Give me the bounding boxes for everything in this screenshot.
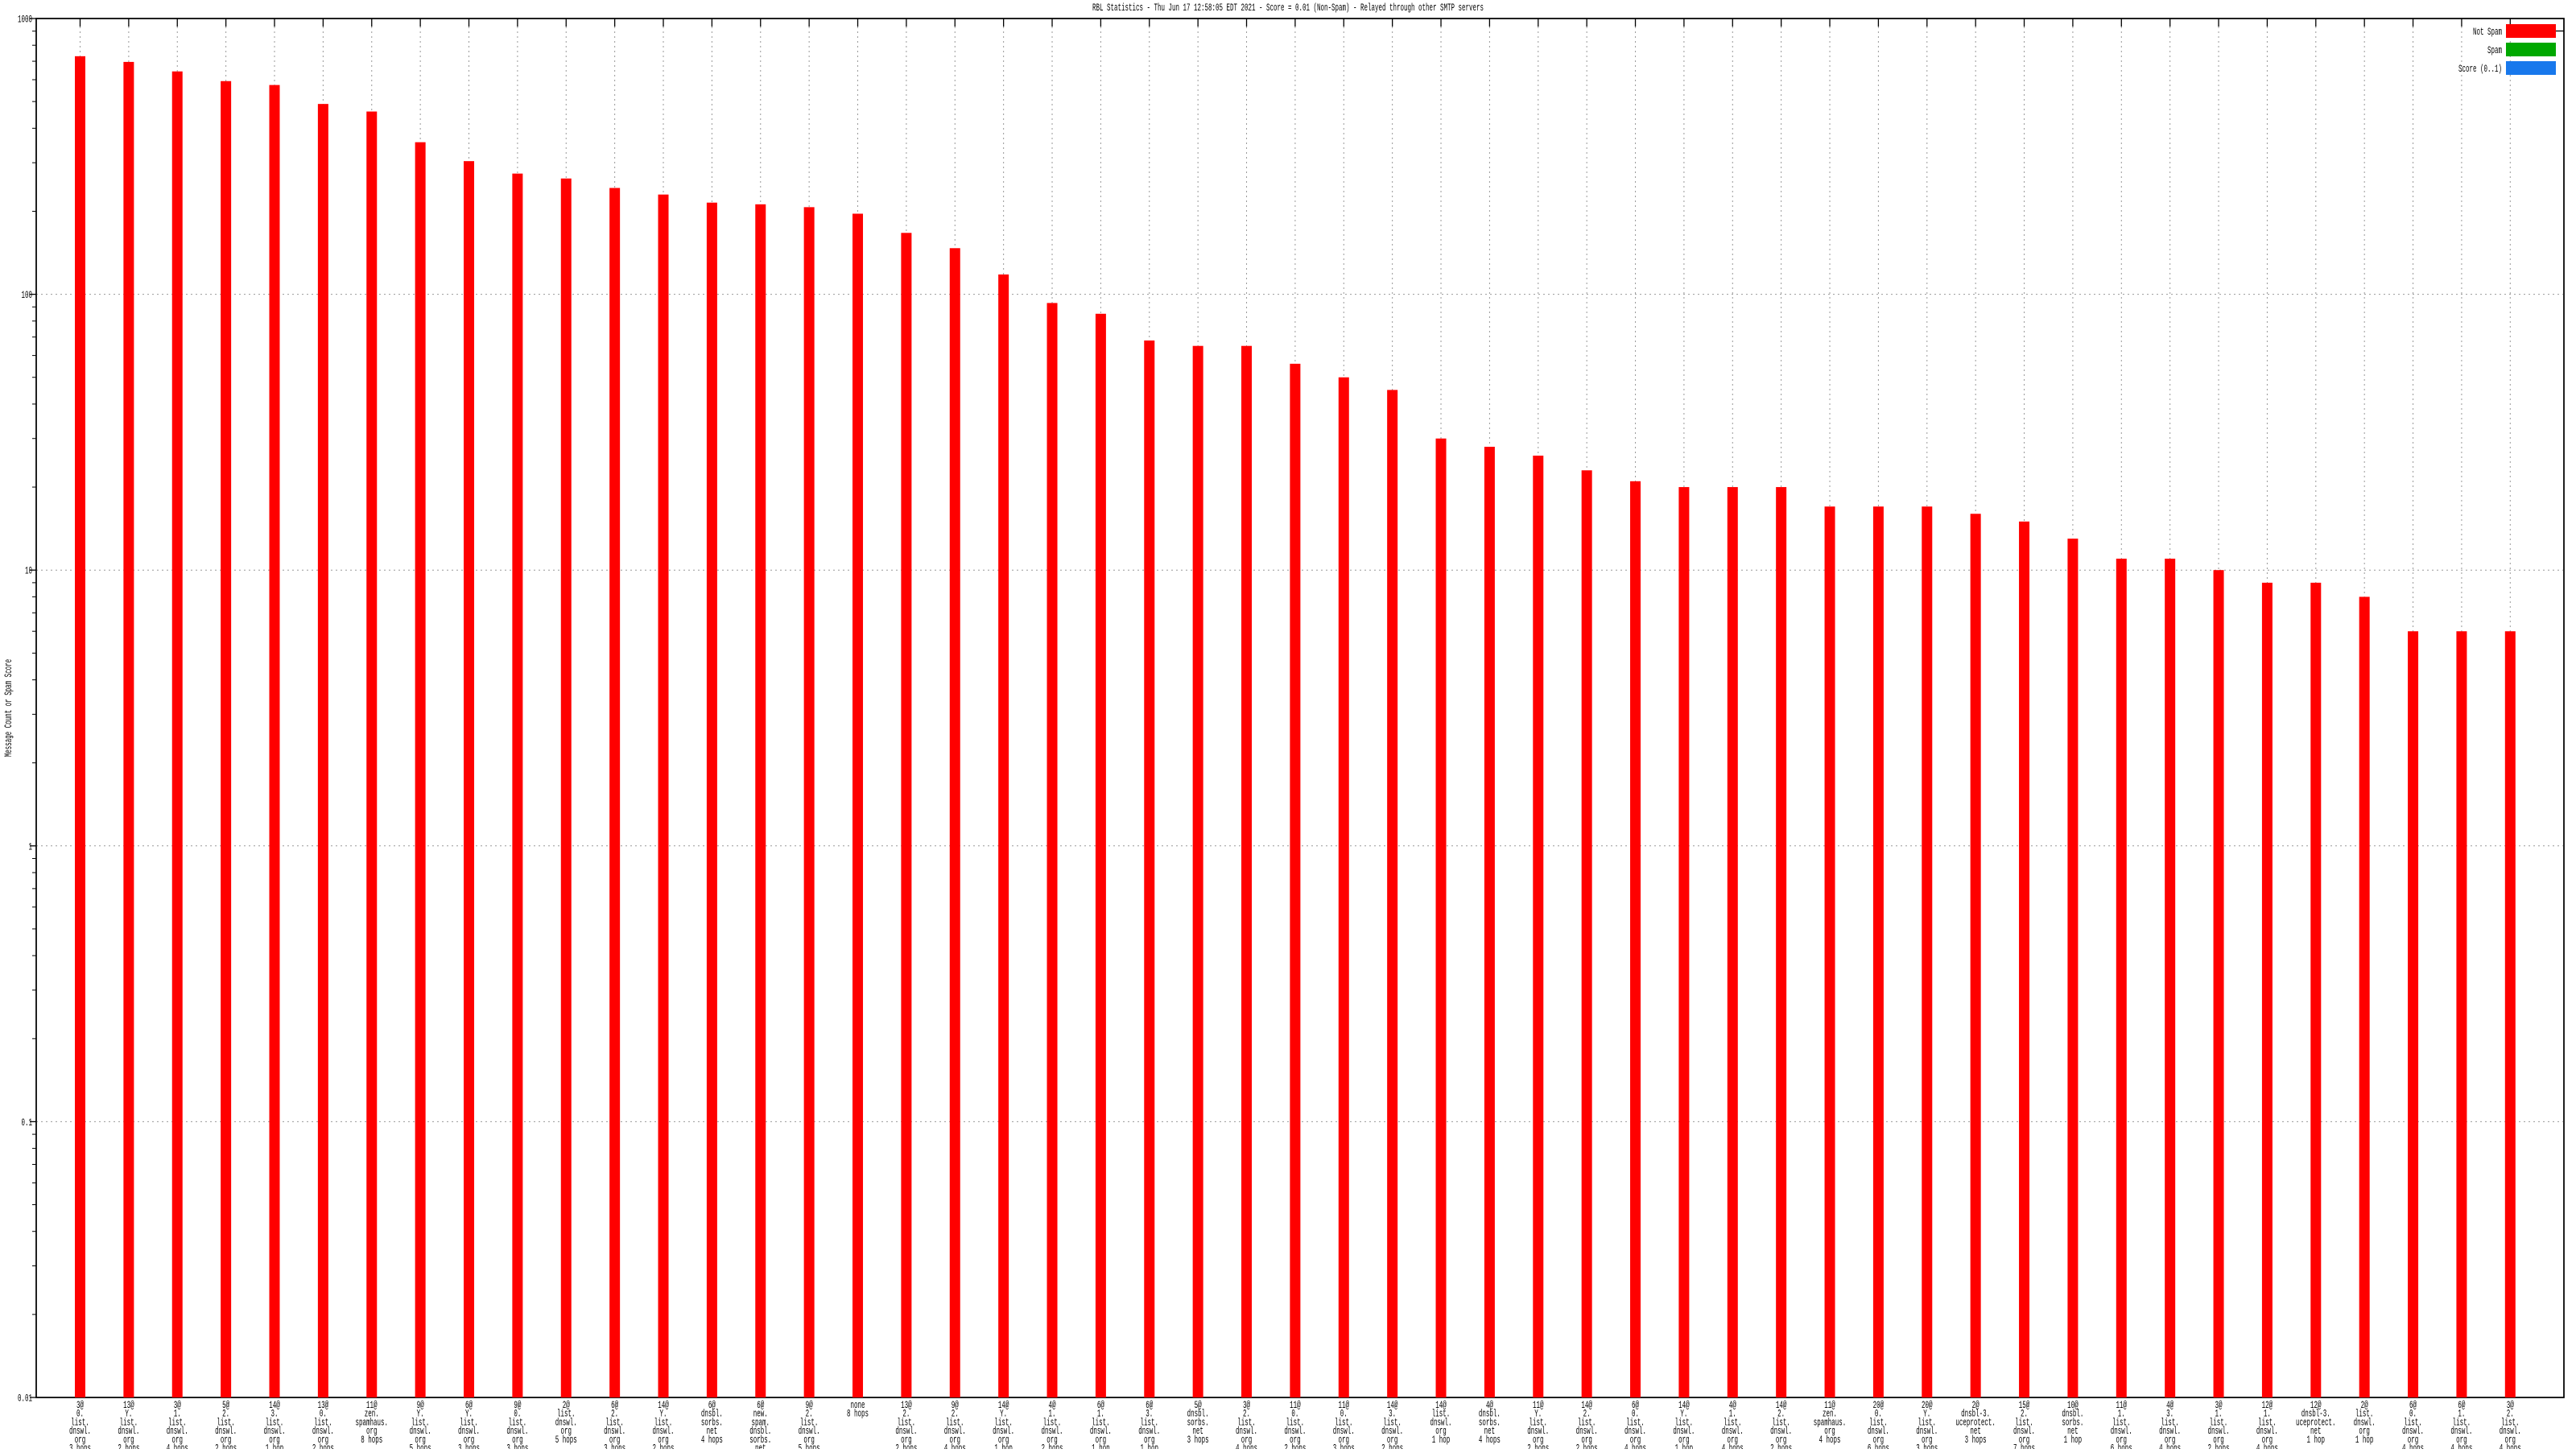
svg-text:3 hops: 3 hops	[1187, 1434, 1209, 1446]
svg-text:0.01: 0.01	[18, 1393, 32, 1405]
svg-text:1 hop: 1 hop	[2307, 1434, 2326, 1446]
svg-text:4 hops: 4 hops	[2159, 1443, 2181, 1450]
svg-text:5 hops: 5 hops	[799, 1443, 820, 1450]
svg-text:5 hops: 5 hops	[555, 1434, 577, 1446]
svg-text:4 hops: 4 hops	[2256, 1443, 2278, 1450]
svg-text:2 hops: 2 hops	[653, 1443, 675, 1450]
svg-text:3 hops: 3 hops	[506, 1443, 528, 1450]
svg-text:0.1: 0.1	[22, 1117, 33, 1129]
svg-text:4 hops: 4 hops	[701, 1434, 723, 1446]
svg-text:Score (0..1): Score (0..1)	[2458, 63, 2502, 75]
svg-text:2 hops: 2 hops	[895, 1443, 917, 1450]
svg-text:1 hop: 1 hop	[1092, 1443, 1110, 1450]
svg-text:1000: 1000	[18, 14, 32, 26]
svg-text:1 hop: 1 hop	[994, 1443, 1013, 1450]
svg-text:2 hops: 2 hops	[118, 1443, 139, 1450]
svg-text:net: net	[755, 1443, 766, 1450]
svg-text:1 hop: 1 hop	[1675, 1443, 1694, 1450]
svg-text:RBL Statistics - Thu Jun 17 12: RBL Statistics - Thu Jun 17 12:58:05 EDT…	[1092, 2, 1484, 14]
svg-text:1 hop: 1 hop	[266, 1443, 284, 1450]
svg-text:4 hops: 4 hops	[1624, 1443, 1646, 1450]
svg-text:1 hop: 1 hop	[2064, 1434, 2083, 1446]
svg-text:6 hops: 6 hops	[2111, 1443, 2132, 1450]
svg-text:4 hops: 4 hops	[2500, 1443, 2521, 1450]
svg-text:4 hops: 4 hops	[2450, 1443, 2472, 1450]
svg-text:4 hops: 4 hops	[944, 1443, 966, 1450]
svg-text:2 hops: 2 hops	[1381, 1443, 1403, 1450]
svg-text:2 hops: 2 hops	[1284, 1443, 1306, 1450]
svg-text:8 hops: 8 hops	[847, 1408, 869, 1420]
svg-text:3 hops: 3 hops	[458, 1443, 480, 1450]
svg-text:3 hops: 3 hops	[1916, 1443, 1938, 1450]
svg-text:3 hops: 3 hops	[1965, 1434, 1987, 1446]
svg-text:Not Spam: Not Spam	[2473, 26, 2502, 38]
svg-text:1 hop: 1 hop	[1141, 1443, 1159, 1450]
svg-text:4 hops: 4 hops	[1819, 1434, 1841, 1446]
svg-text:2 hops: 2 hops	[215, 1443, 237, 1450]
svg-text:3 hops: 3 hops	[604, 1443, 625, 1450]
svg-text:4 hops: 4 hops	[1722, 1443, 1744, 1450]
svg-text:Spam: Spam	[2487, 44, 2502, 56]
svg-text:3 hops: 3 hops	[69, 1443, 91, 1450]
svg-text:7 hops: 7 hops	[2013, 1443, 2035, 1450]
svg-text:2 hops: 2 hops	[1770, 1443, 1792, 1450]
svg-text:10: 10	[25, 565, 32, 577]
svg-text:4 hops: 4 hops	[1236, 1443, 1257, 1450]
svg-text:6 hops: 6 hops	[1868, 1443, 1889, 1450]
svg-text:4 hops: 4 hops	[1479, 1434, 1501, 1446]
svg-text:1 hop: 1 hop	[1432, 1434, 1451, 1446]
svg-text:2 hops: 2 hops	[1576, 1443, 1598, 1450]
svg-text:2 hops: 2 hops	[1042, 1443, 1063, 1450]
svg-text:5 hops: 5 hops	[410, 1443, 431, 1450]
svg-text:1 hop: 1 hop	[2355, 1434, 2374, 1446]
svg-text:2 hops: 2 hops	[1527, 1443, 1549, 1450]
svg-text:Message Count or Spam Score: Message Count or Spam Score	[2, 659, 14, 757]
svg-text:1: 1	[29, 840, 33, 852]
svg-text:2 hops: 2 hops	[312, 1443, 334, 1450]
svg-text:2 hops: 2 hops	[2208, 1443, 2230, 1450]
svg-text:8 hops: 8 hops	[361, 1434, 382, 1446]
svg-text:4 hops: 4 hops	[2402, 1443, 2424, 1450]
svg-text:3 hops: 3 hops	[1333, 1443, 1355, 1450]
svg-text:100: 100	[22, 289, 33, 301]
svg-text:4 hops: 4 hops	[167, 1443, 188, 1450]
